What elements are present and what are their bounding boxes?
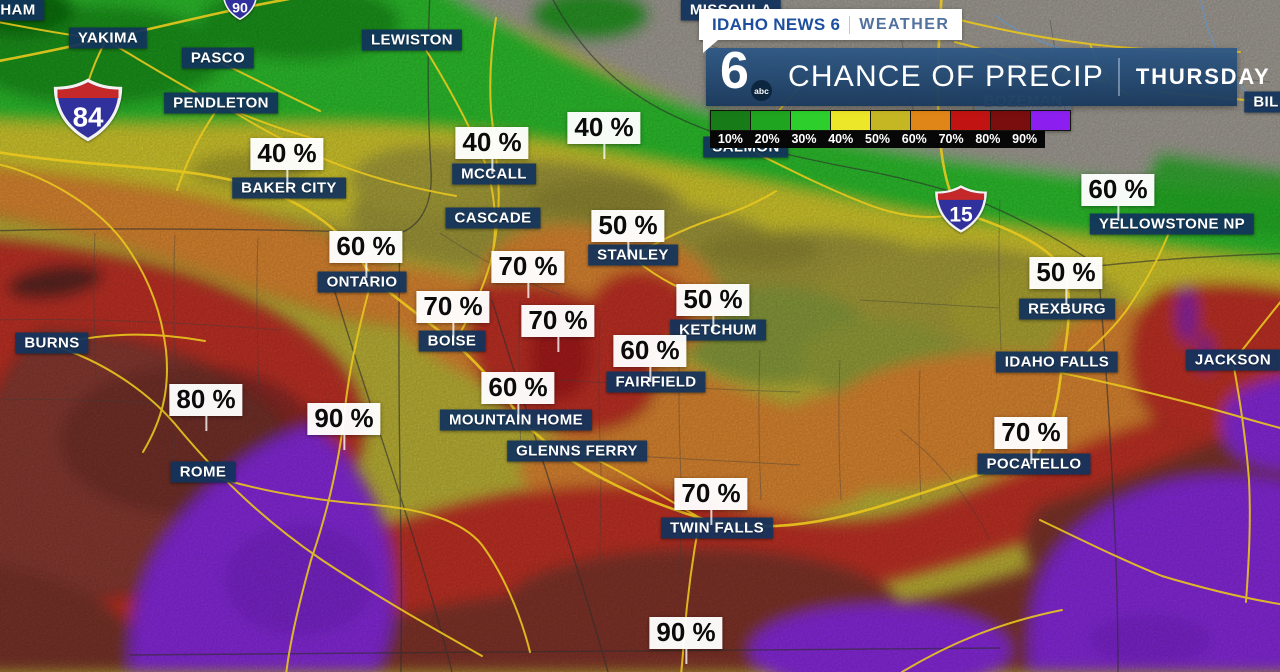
precip-label: 60 %	[613, 335, 687, 367]
city-label-bil: BIL	[1244, 91, 1280, 113]
legend-label: 30%	[791, 132, 817, 146]
city-label-lewiston: LEWISTON	[361, 29, 463, 51]
precip-label: 50 %	[676, 284, 750, 316]
precip-label: 70 %	[521, 305, 595, 337]
banner-day: THURSDAY	[1135, 64, 1271, 89]
precip-label: 50 %	[591, 210, 665, 242]
legend-swatch-80%	[991, 111, 1030, 130]
bug-divider	[849, 15, 851, 34]
interstate-shield-icon: 84	[53, 78, 123, 142]
precip-label: 60 %	[1081, 174, 1155, 206]
legend-swatch-10%	[711, 111, 750, 130]
precip-label: 50 %	[1029, 257, 1103, 289]
legend-percent-strip: 10% 20% 30% 40% 50% 60% 70% 80% 90%	[710, 131, 1045, 148]
city-label-twin-falls: TWIN FALLS	[661, 517, 773, 539]
section-name: WEATHER	[859, 15, 950, 33]
precip-label: 40 %	[455, 127, 529, 159]
legend-swatch-40%	[831, 111, 870, 130]
bug-tail	[703, 40, 718, 53]
city-label-stanley: STANLEY	[588, 244, 678, 266]
legend-label: 70%	[938, 132, 964, 146]
city-label-ham: HAM	[0, 0, 45, 21]
svg-text:90: 90	[232, 1, 248, 17]
chance-of-precip-banner: 6 abc CHANCE OF PRECIP THURSDAY	[706, 45, 1269, 106]
legend-color-bar	[710, 110, 1071, 131]
city-label-jackson: JACKSON	[1185, 349, 1280, 371]
city-label-pendleton: PENDLETON	[164, 92, 278, 114]
precip-label: 90 %	[307, 403, 381, 435]
precip-label: 70 %	[674, 478, 748, 510]
legend-swatch-30%	[791, 111, 830, 130]
precip-label: 40 %	[567, 112, 641, 144]
city-label-burns: BURNS	[15, 332, 89, 354]
logo-abc-circle: abc	[751, 80, 772, 101]
legend-label: 80%	[975, 132, 1001, 146]
svg-text:15: 15	[949, 204, 973, 227]
city-label-ontario: ONTARIO	[317, 271, 407, 293]
city-label-rexburg: REXBURG	[1019, 298, 1115, 320]
city-label-boise: BOISE	[418, 330, 486, 352]
city-label-mountain-home: MOUNTAIN HOME	[439, 409, 593, 431]
city-label-glenns-ferry: GLENNS FERRY	[507, 440, 647, 462]
legend-label: 10%	[717, 132, 743, 146]
city-label-idaho-falls: IDAHO FALLS	[995, 351, 1119, 373]
station-name: IDAHO NEWS 6	[712, 14, 841, 34]
city-label-pocatello: POCATELLO	[977, 453, 1091, 475]
news-bug: IDAHO NEWS 6 WEATHER	[699, 9, 963, 53]
precip-label: 70 %	[994, 417, 1068, 449]
city-label-yakima: YAKIMA	[68, 27, 148, 49]
banner-divider	[1117, 58, 1120, 96]
precip-label: 40 %	[250, 138, 324, 170]
city-label-yellowstone-np: YELLOWSTONE NP	[1089, 213, 1255, 235]
interstate-15-shield: 15	[933, 184, 989, 234]
precip-label: 80 %	[169, 384, 243, 416]
logo-number: 6	[720, 42, 749, 100]
legend-label: 90%	[1012, 132, 1038, 146]
city-label-pasco: PASCO	[181, 47, 255, 69]
svg-text:84: 84	[73, 102, 104, 133]
precip-label: 60 %	[481, 372, 555, 404]
interstate-shield-icon: 90	[223, 0, 257, 21]
city-label-cascade: CASCADE	[445, 207, 541, 229]
precip-legend: 10% 20% 30% 40% 50% 60% 70% 80% 90%	[710, 110, 1071, 148]
precip-label: 70 %	[491, 251, 565, 283]
city-label-mccall: MCCALL	[452, 163, 536, 185]
city-label-rome: ROME	[170, 461, 236, 483]
city-label-fairfield: FAIRFIELD	[606, 371, 706, 393]
precip-label: 70 %	[416, 291, 490, 323]
legend-swatch-60%	[911, 111, 950, 130]
banner-title: CHANCE OF PRECIP	[788, 60, 1104, 93]
channel-6-abc-logo: 6 abc	[720, 45, 772, 103]
legend-swatch-70%	[951, 111, 990, 130]
city-label-ketchum: KETCHUM	[670, 319, 766, 341]
legend-swatch-20%	[751, 111, 790, 130]
city-label-baker-city: BAKER CITY	[232, 177, 346, 199]
legend-label: 50%	[865, 132, 891, 146]
interstate-84-shield: 84	[51, 77, 125, 144]
legend-label: 20%	[754, 132, 780, 146]
precip-label: 60 %	[329, 231, 403, 263]
legend-label: 40%	[828, 132, 854, 146]
legend-swatch-90%	[1031, 111, 1070, 130]
precip-label: 90 %	[649, 617, 723, 649]
legend-label: 60%	[901, 132, 927, 146]
interstate-90-shield: 90	[221, 0, 259, 21]
legend-swatch-50%	[871, 111, 910, 130]
interstate-shield-icon: 15	[935, 185, 987, 233]
